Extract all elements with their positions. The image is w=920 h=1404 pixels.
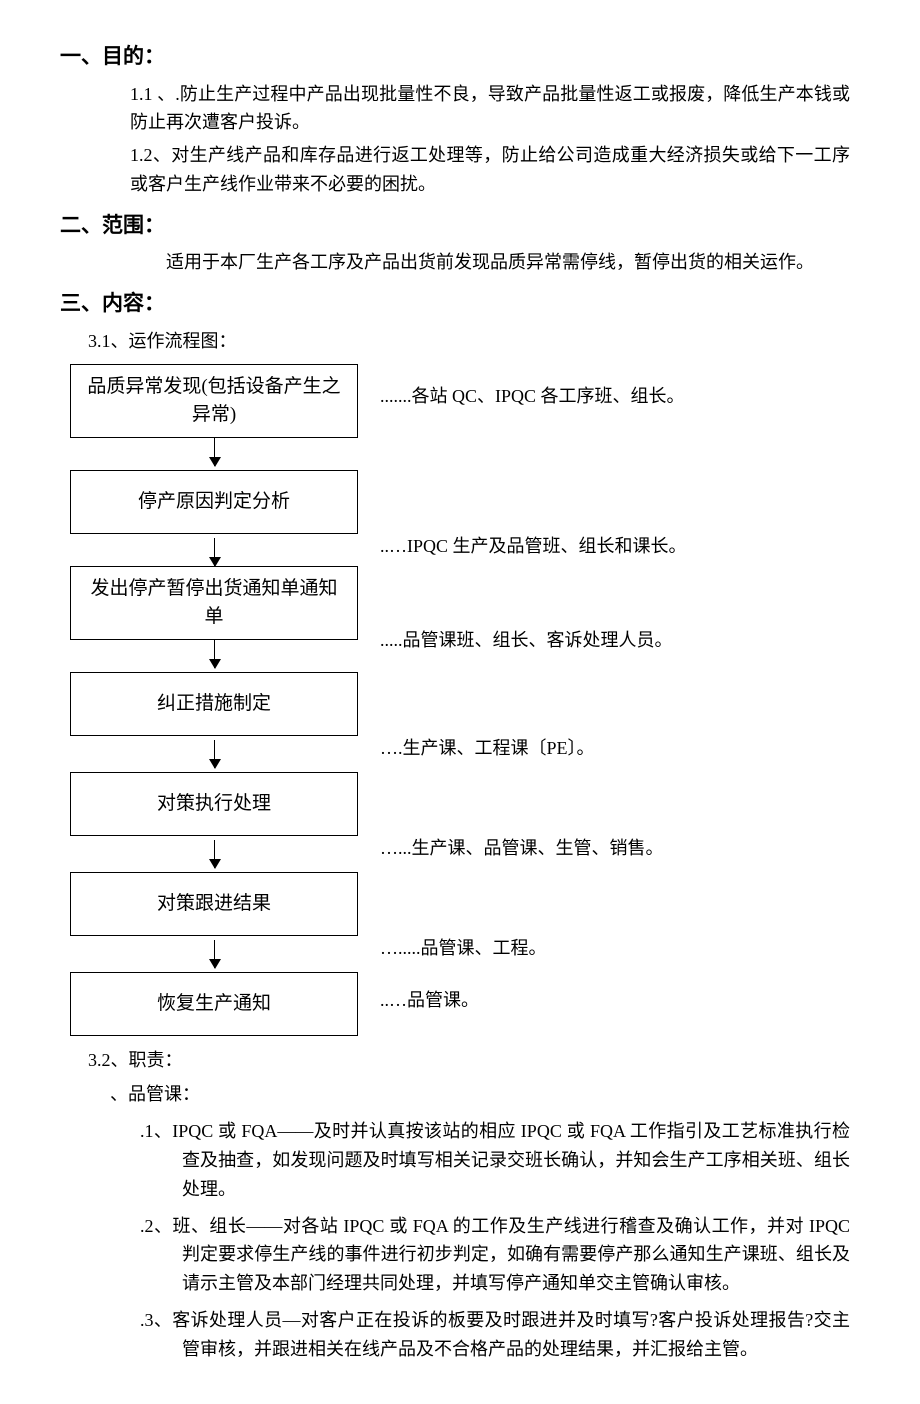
flow-arrow-1 [70, 538, 358, 566]
resp-item-2-text: .2、班、组长——对各站 IPQC 或 FQA 的工作及生产线进行稽查及确认工作… [140, 1216, 850, 1294]
flow-caption-1: ..…IPQC 生产及品管班、组长和课长。 [380, 532, 687, 561]
flow-node-6: 恢复生产通知 [70, 972, 358, 1036]
flow-row-3: 纠正措施制定 ….生产课、工程课〔PE〕。 [70, 668, 860, 740]
flow-arrow-2 [70, 640, 358, 668]
flow-row-6: 恢复生产通知 ..…品管课。 [70, 968, 860, 1040]
flow-row-1: 停产原因判定分析 ..…IPQC 生产及品管班、组长和课长。 [70, 466, 860, 538]
flow-row-0: 品质异常发现(包括设备产生之异常) .......各站 QC、IPQC 各工序班… [70, 364, 860, 438]
flow-node-4: 对策执行处理 [70, 772, 358, 836]
resp-item-2: .2、班、组长——对各站 IPQC 或 FQA 的工作及生产线进行稽查及确认工作… [140, 1212, 850, 1298]
flow-row-5: 对策跟进结果 ….....品管课、工程。 [70, 868, 860, 940]
flow-row-2: 发出停产暂停出货通知单通知单 .....品管课班、组长、客诉处理人员。 [70, 566, 860, 640]
flow-caption-5: ….....品管课、工程。 [380, 934, 547, 963]
flow-caption-0: .......各站 QC、IPQC 各工序班、组长。 [380, 382, 685, 411]
resp-head: 、品管课： [110, 1080, 860, 1109]
section-2-title: 二、范围： [60, 209, 860, 243]
flow-node-2: 发出停产暂停出货通知单通知单 [70, 566, 358, 640]
resp-list: .1、IPQC 或 FQA——及时并认真按该站的相应 IPQC 或 FQA 工作… [60, 1117, 860, 1363]
resp-item-1-text: .1、IPQC 或 FQA——及时并认真按该站的相应 IPQC 或 FQA 工作… [140, 1121, 850, 1199]
section-3-sub2: 3.2、职责： [88, 1046, 860, 1075]
flowchart: 品质异常发现(包括设备产生之异常) .......各站 QC、IPQC 各工序班… [70, 364, 860, 1040]
flow-caption-6: ..…品管课。 [380, 986, 479, 1015]
section-3-title: 三、内容： [60, 287, 860, 321]
flow-caption-2: .....品管课班、组长、客诉处理人员。 [380, 626, 673, 655]
flow-caption-3: ….生产课、工程课〔PE〕。 [380, 734, 595, 763]
flow-node-0: 品质异常发现(包括设备产生之异常) [70, 364, 358, 438]
flow-arrow-3 [70, 740, 358, 768]
section-3-sub1: 3.1、运作流程图： [88, 327, 860, 356]
flow-arrow-0 [70, 438, 358, 466]
resp-item-1: .1、IPQC 或 FQA——及时并认真按该站的相应 IPQC 或 FQA 工作… [140, 1117, 850, 1203]
section-1-p2: 1.2、对生产线产品和库存品进行返工处理等，防止给公司造成重大经济损失或给下一工… [130, 141, 850, 199]
flow-node-1: 停产原因判定分析 [70, 470, 358, 534]
flow-arrow-4 [70, 840, 358, 868]
flow-row-4: 对策执行处理 …...生产课、品管课、生管、销售。 [70, 768, 860, 840]
resp-item-3: .3、客诉处理人员—对客户正在投诉的板要及时跟进并及时填写?客户投诉处理报告?交… [140, 1306, 850, 1364]
resp-item-3-text: .3、客诉处理人员—对客户正在投诉的板要及时跟进并及时填写?客户投诉处理报告?交… [140, 1310, 850, 1359]
flow-node-5: 对策跟进结果 [70, 872, 358, 936]
flow-arrow-5 [70, 940, 358, 968]
section-1-p1: 1.1 、.防止生产过程中产品出现批量性不良，导致产品批量性返工或报废，降低生产… [130, 80, 850, 138]
section-1-title: 一、目的： [60, 40, 860, 74]
flow-node-3: 纠正措施制定 [70, 672, 358, 736]
flow-caption-4: …...生产课、品管课、生管、销售。 [380, 834, 664, 863]
section-2-p1: 适用于本厂生产各工序及产品出货前发现品质异常需停线，暂停出货的相关运作。 [130, 248, 850, 277]
